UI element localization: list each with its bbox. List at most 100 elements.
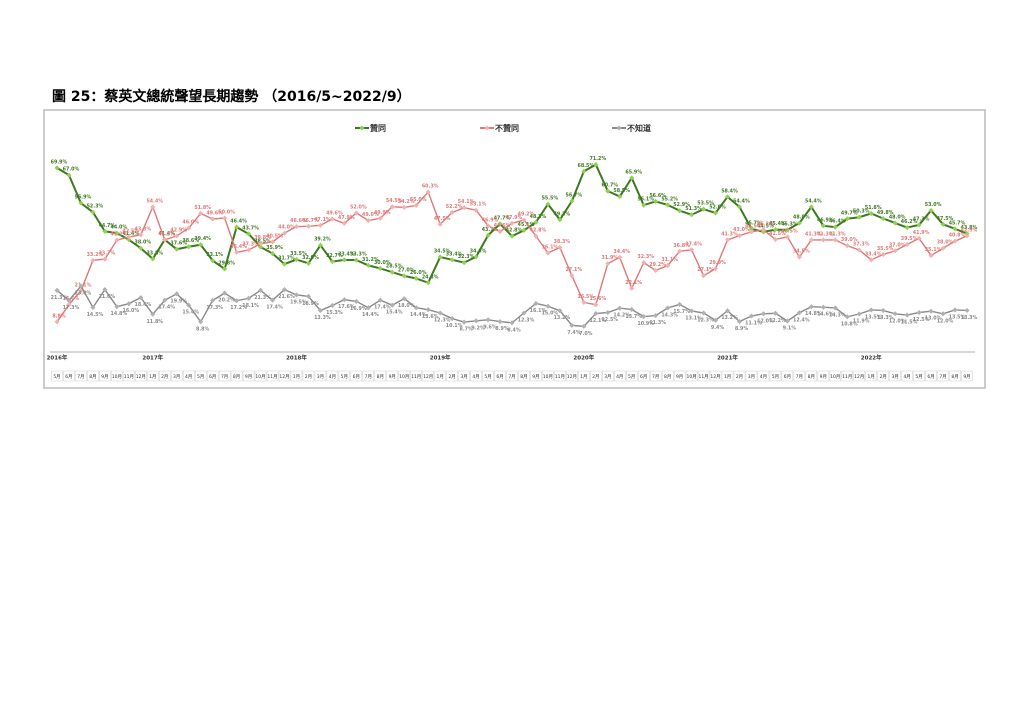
point-marker [365,305,371,311]
x-tick-label: 9月 [245,374,252,380]
data-label: 41.3% [829,231,846,237]
data-label: 12.3% [697,318,714,324]
month-box [817,370,830,382]
month-box [135,370,147,382]
point-marker [317,307,323,314]
x-tick-label: 2月 [736,374,743,380]
point-marker [246,247,252,253]
data-label: 33.4% [865,251,882,257]
x-tick-label: 8月 [520,374,527,380]
legend-marker [484,125,490,131]
x-tick-label: 8月 [89,374,96,380]
point-marker [174,291,180,297]
data-label: 16.5% [578,294,595,300]
legend-label: 不贊同 [495,123,519,133]
x-tick-label: 6月 [65,374,72,380]
point-marker [545,250,551,256]
data-label: 16.1% [530,308,547,314]
data-label: 33.7% [99,251,116,257]
data-label: 47.7% [494,215,511,221]
point-marker [497,221,503,227]
data-label: 43.0% [733,227,750,233]
point-marker [617,254,623,260]
data-label: 49.6% [326,211,343,217]
data-label: 44.6% [494,223,511,229]
data-label: 41.3% [817,231,834,237]
point-marker [665,263,671,269]
data-label: 46.0% [182,220,199,226]
data-label: 48.0% [793,215,810,221]
month-box [314,370,327,382]
point-marker [413,202,419,208]
data-label: 37.0% [889,242,906,248]
data-label: 33.3% [350,252,367,258]
x-tick-label: 3月 [317,374,324,380]
month-box [75,370,87,382]
data-label: 10.8% [841,321,858,327]
month-box [673,370,686,382]
x-tick-label: 4月 [616,374,623,380]
x-tick-label: 7月 [652,374,659,380]
point-marker [269,297,276,303]
year-label: 2022年 [861,354,882,362]
data-label: 33.8% [146,250,163,256]
data-label: 31.7% [278,256,295,262]
month-box [649,370,662,382]
year-label: 2021年 [717,354,738,362]
data-label: 12.1% [589,318,606,324]
data-label: 38.3% [554,239,571,245]
point-marker [341,297,347,303]
data-label: 52.2% [446,204,463,210]
month-box [326,370,339,382]
x-tick-label: 12月 [710,374,720,380]
x-tick-label: 10月 [255,374,265,380]
point-marker [569,322,575,328]
data-label: 15.4% [386,310,403,316]
x-tick-label: 8月 [664,374,671,380]
data-label: 47.1% [314,217,331,223]
point-marker [54,287,60,293]
x-tick-label: 11月 [842,374,852,380]
month-box [937,370,949,382]
data-label: 14.2% [613,313,630,319]
point-marker [377,265,383,271]
point-marker [425,189,431,195]
x-tick-label: 8月 [233,374,240,380]
data-label: 14.3% [661,312,678,318]
x-tick-label: 4月 [760,374,767,380]
month-box [853,370,865,382]
data-label: 7.4% [567,330,580,336]
data-label: 12.3% [434,318,451,324]
data-label: 8.4% [507,327,520,333]
data-label: 14.4% [362,312,379,318]
x-tick-label: 6月 [209,374,216,380]
data-label: 15.4% [182,310,199,316]
point-marker [617,194,623,200]
data-label: 47.5% [937,216,954,222]
data-label: 41.4% [123,231,140,237]
point-marker [413,275,419,282]
point-marker [293,292,300,298]
month-box [218,370,231,382]
month-box [99,370,111,382]
data-label: 12.5% [601,317,618,323]
data-label: 18.4% [134,302,151,308]
x-tick-label: 11月 [411,374,421,380]
point-marker [198,319,204,325]
point-marker [425,307,431,313]
data-label: 21.3% [254,295,271,301]
data-label: 35.5% [877,246,894,252]
x-tick-label: 7月 [796,374,803,380]
data-label: 54.1% [458,199,475,205]
x-tick-label: 4月 [329,374,336,380]
point-marker [605,309,611,316]
data-label: 69.9% [51,159,68,165]
x-tick-label: 1月 [149,374,156,380]
data-label: 17.3% [63,305,80,311]
data-label: 51.8% [194,205,211,211]
month-box [518,370,530,382]
data-label: 49.6% [206,211,223,217]
x-tick-label: 5月 [628,374,635,380]
point-marker [581,323,587,329]
data-label: 17.4% [374,305,391,311]
